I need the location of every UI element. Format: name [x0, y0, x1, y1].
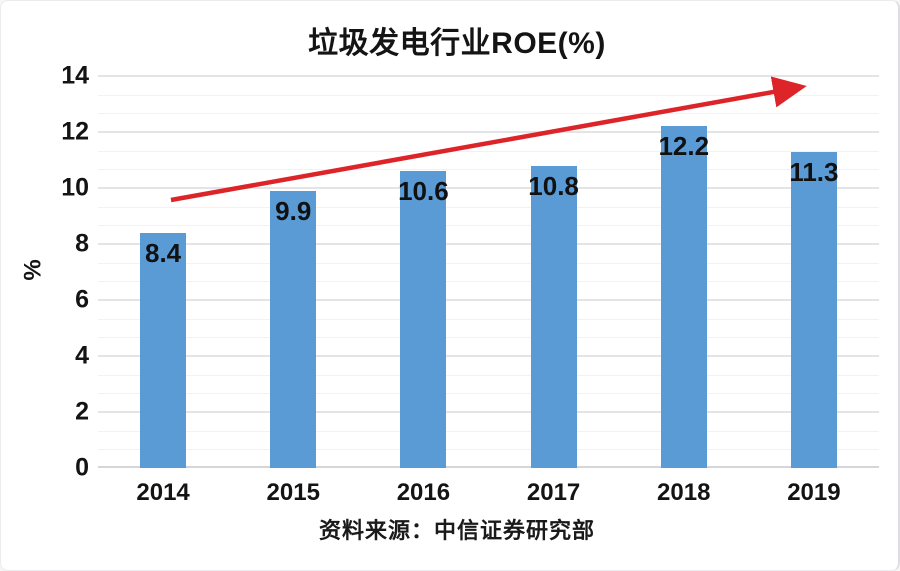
y-tick-label: 2: [75, 397, 89, 426]
minor-gridline: [98, 150, 879, 152]
source-note: 资料来源：中信证券研究部: [318, 518, 595, 543]
x-tick-label-2018: 2018: [657, 479, 711, 506]
y-tick-label: 14: [61, 61, 89, 90]
major-gridline: [98, 299, 879, 301]
y-tick-label: 8: [75, 229, 89, 258]
major-gridline: [98, 131, 879, 133]
x-tick-label-2015: 2015: [266, 479, 320, 506]
major-gridline: [98, 187, 879, 189]
x-tick-label-2019: 2019: [787, 479, 841, 506]
bar-value-label: 10.6: [398, 176, 449, 207]
bar-2019: 11.3: [789, 151, 839, 468]
y-tick-label: 6: [75, 285, 89, 314]
bar-value-label: 12.2: [658, 131, 710, 162]
y-tick-label: 12: [61, 117, 89, 146]
bar-2014: 8.4: [140, 232, 187, 468]
x-tick-label-2014: 2014: [136, 479, 190, 506]
minor-gridline: [98, 337, 879, 339]
bar-2018: 12.2: [658, 126, 710, 468]
minor-gridline: [98, 281, 879, 283]
bar-2017: 10.8: [528, 165, 579, 468]
major-gridline: [98, 355, 879, 357]
bar-value-label: 9.9: [275, 195, 312, 226]
minor-gridline: [98, 430, 879, 432]
x-tick-label-2016: 2016: [396, 479, 451, 506]
bar-2016: 10.6: [398, 171, 449, 468]
minor-gridline: [98, 374, 879, 376]
minor-gridline: [98, 206, 879, 208]
y-tick-label: 10: [61, 173, 89, 202]
minor-gridline: [98, 393, 879, 395]
major-gridline: [98, 411, 879, 413]
minor-gridline: [98, 318, 879, 320]
minor-gridline: [98, 169, 879, 171]
y-tick-label: 0: [75, 453, 89, 482]
major-gridline: [98, 75, 879, 77]
x-tick-label-2017: 2017: [526, 479, 581, 506]
plot-area: [98, 75, 879, 468]
bar-value-label: 10.8: [528, 170, 579, 201]
bar-value-label: 8.4: [145, 237, 182, 268]
y-tick-label: 4: [75, 341, 89, 370]
major-gridline: [98, 243, 879, 245]
minor-gridline: [98, 449, 879, 451]
y-axis-title: %: [19, 259, 47, 281]
minor-gridline: [98, 113, 879, 115]
bar-2015: 9.9: [270, 190, 317, 468]
chart-title: 垃圾发电行业ROE(%): [308, 27, 606, 60]
minor-gridline: [98, 94, 879, 96]
minor-gridline: [98, 225, 879, 227]
bar-value-label: 11.3: [789, 156, 839, 187]
minor-gridline: [98, 262, 879, 264]
